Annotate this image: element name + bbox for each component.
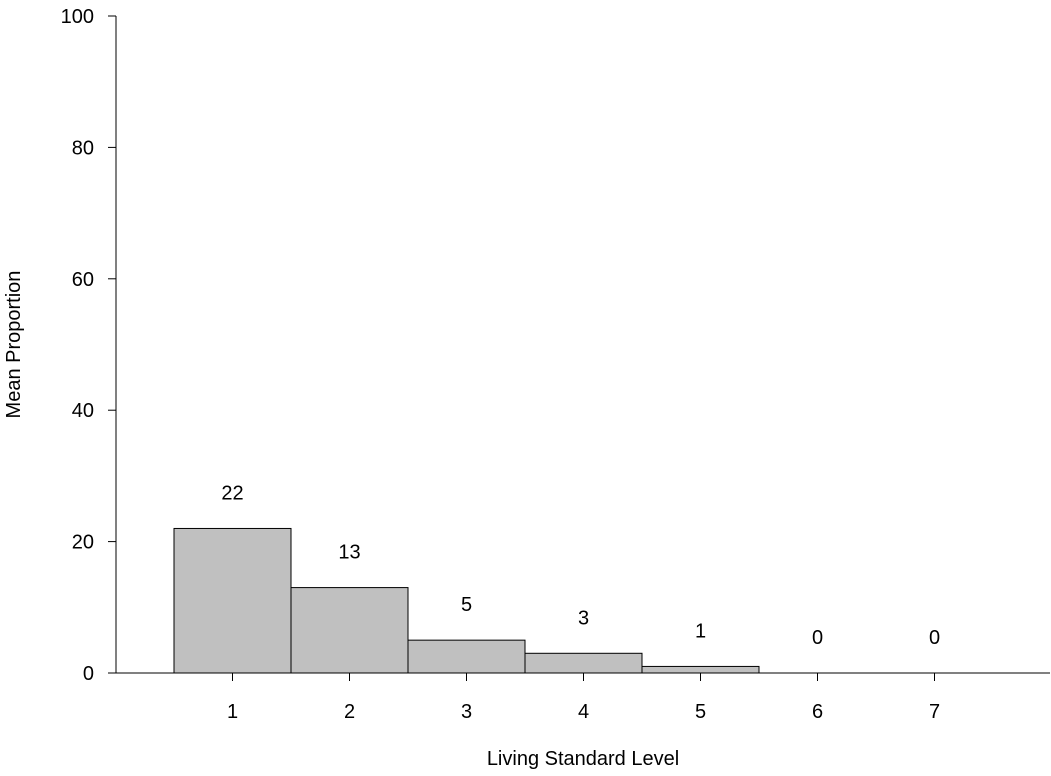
y-tick-label: 20 <box>72 532 94 554</box>
y-axis-title: Mean Proportion <box>3 271 25 419</box>
data-labels-group: 22 13 5 3 1 0 0 <box>221 482 940 649</box>
x-ticks-group: 1 2 3 4 5 6 7 <box>227 673 940 723</box>
bar <box>641 665 760 674</box>
y-tick-label: 60 <box>72 269 94 291</box>
bar-value-label: 0 <box>929 627 940 649</box>
bar-value-label: 0 <box>812 627 823 649</box>
y-tick-label: 40 <box>72 400 94 422</box>
bars-group <box>173 527 760 674</box>
x-tick-label: 1 <box>227 701 238 723</box>
x-tick-label: 4 <box>578 701 589 723</box>
bar <box>290 587 409 674</box>
y-ticks-group: 0 20 40 60 80 100 <box>61 6 116 685</box>
x-tick-label: 3 <box>461 701 472 723</box>
bar-value-label: 1 <box>695 620 706 642</box>
x-axis-title: Living Standard Level <box>487 748 679 770</box>
bar-value-label: 22 <box>221 482 243 504</box>
x-tick-label: 7 <box>929 701 940 723</box>
x-tick-label: 5 <box>695 701 706 723</box>
x-tick-label: 2 <box>344 701 355 723</box>
bar <box>173 527 292 674</box>
y-tick-label: 80 <box>72 137 94 159</box>
bar-value-label: 3 <box>578 607 589 629</box>
y-tick-label: 100 <box>61 6 94 28</box>
x-tick-label: 6 <box>812 701 823 723</box>
y-tick-label: 0 <box>83 663 94 685</box>
bar-value-label: 13 <box>338 542 360 564</box>
bar <box>524 652 643 674</box>
bar <box>407 639 526 674</box>
bar-value-label: 5 <box>461 594 472 616</box>
